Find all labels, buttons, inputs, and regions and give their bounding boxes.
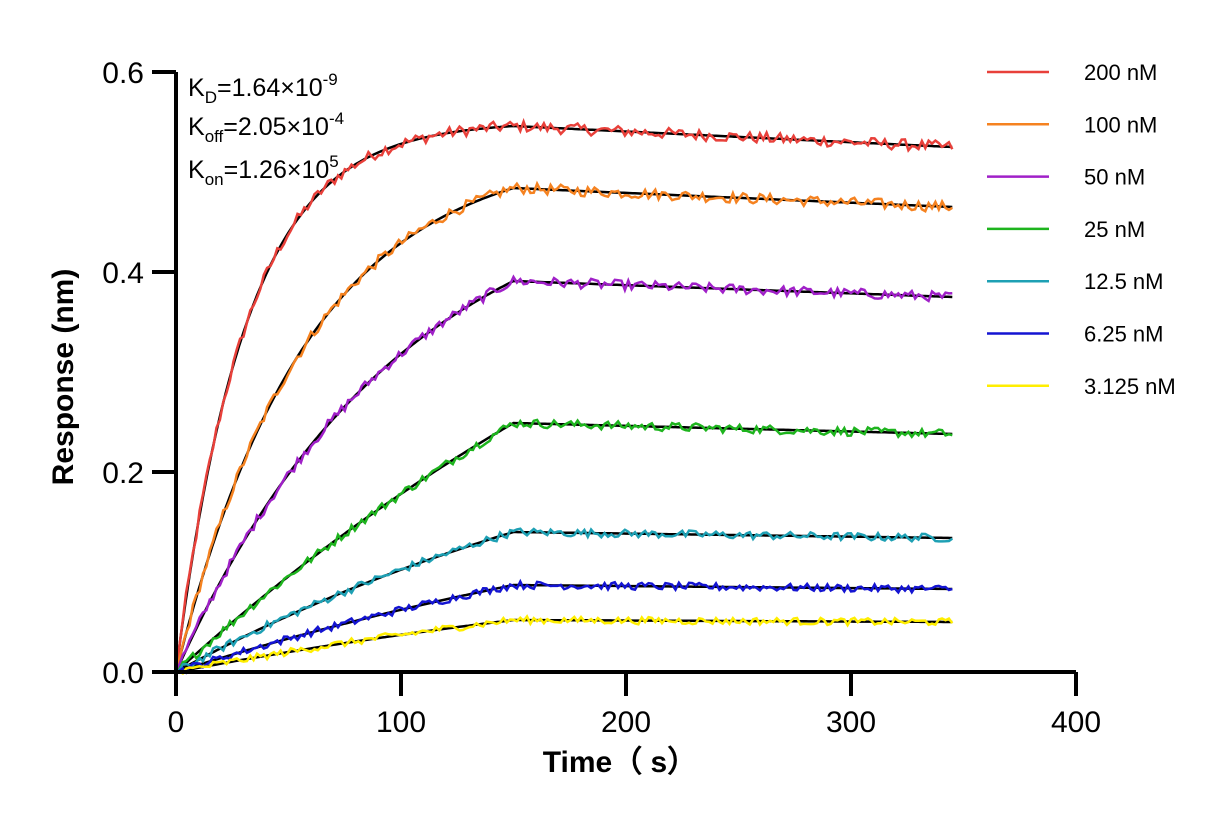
y-axis-title: Response (nm) (47, 269, 80, 486)
data-curve-3-125-nM (175, 614, 954, 676)
ticks: 0.0 0.2 0.4 0.6 0 100 200 300 400 (102, 57, 1101, 739)
legend-label: 12.5 nM (1084, 269, 1164, 294)
data-curves (174, 117, 954, 676)
legend-label: 3.125 nM (1084, 374, 1176, 399)
koff-annotation: Koff=2.05×10-4 (188, 109, 344, 146)
data-curve-12-5-nM (175, 527, 954, 674)
y-tick-label: 0.2 (102, 457, 144, 490)
kinetics-annotations: KD=1.64×10-9 Koff=2.05×10-4 Kon=1.26×105 (188, 70, 344, 189)
legend-label: 50 nM (1084, 165, 1145, 190)
x-tick-label: 300 (826, 706, 876, 739)
kon-annotation: Kon=1.26×105 (188, 152, 339, 189)
data-curve-50-nM (174, 274, 953, 673)
legend: 200 nM 100 nM 50 nM 25 nM 12.5 nM 6.25 nM 3.12… (987, 60, 1176, 399)
x-axis-title: Time（ s） (543, 745, 698, 779)
data-curve-25-nM (175, 418, 953, 673)
kd-annotation: KD=1.64×10-9 (188, 70, 338, 107)
legend-label: 6.25 nM (1084, 322, 1164, 347)
fit-curve (175, 583, 953, 674)
data-curve-6-25-nM (175, 578, 953, 675)
y-tick-label: 0.4 (102, 257, 144, 290)
legend-label: 200 nM (1084, 60, 1157, 85)
x-tick-label: 100 (376, 706, 426, 739)
fit-curve (175, 421, 953, 673)
data-curve-200-nM (174, 117, 954, 673)
x-tick-label: 200 (601, 706, 651, 739)
x-tick-label: 400 (1051, 706, 1101, 739)
legend-label: 25 nM (1084, 217, 1145, 242)
x-tick-label: 0 (168, 706, 185, 739)
data-curve-100-nM (174, 180, 953, 673)
y-tick-label: 0.6 (102, 57, 144, 90)
fit-curve (175, 618, 953, 674)
legend-label: 100 nM (1084, 112, 1157, 137)
y-tick-label: 0.0 (102, 657, 144, 690)
